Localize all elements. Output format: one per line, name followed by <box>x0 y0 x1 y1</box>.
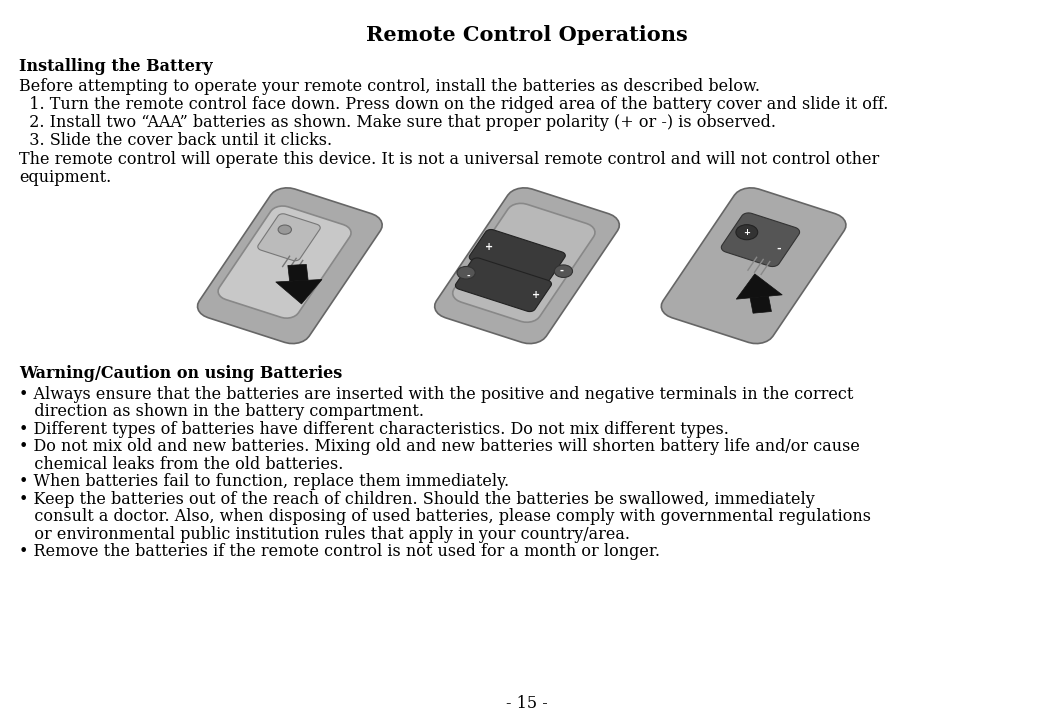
Text: equipment.: equipment. <box>19 169 112 186</box>
Text: • Remove the batteries if the remote control is not used for a month or longer.: • Remove the batteries if the remote con… <box>19 543 660 560</box>
Text: Remote Control Operations: Remote Control Operations <box>366 25 688 45</box>
Polygon shape <box>455 258 551 312</box>
Polygon shape <box>288 264 308 281</box>
Polygon shape <box>721 213 800 266</box>
Text: The remote control will operate this device. It is not a universal remote contro: The remote control will operate this dev… <box>19 151 879 167</box>
Polygon shape <box>197 188 383 344</box>
Text: Installing the Battery: Installing the Battery <box>19 58 213 75</box>
Text: • Keep the batteries out of the reach of children. Should the batteries be swall: • Keep the batteries out of the reach of… <box>19 491 815 507</box>
Text: 3. Slide the cover back until it clicks.: 3. Slide the cover back until it clicks. <box>19 132 332 149</box>
Text: consult a doctor. Also, when disposing of used batteries, please comply with gov: consult a doctor. Also, when disposing o… <box>19 508 871 525</box>
Text: - 15 -: - 15 - <box>506 695 548 712</box>
Text: or environmental public institution rules that apply in your country/area.: or environmental public institution rule… <box>19 526 630 542</box>
Text: +: + <box>532 290 541 301</box>
Text: chemical leaks from the old batteries.: chemical leaks from the old batteries. <box>19 456 344 472</box>
Text: +: + <box>743 228 750 237</box>
Polygon shape <box>434 188 620 344</box>
Polygon shape <box>218 206 351 318</box>
Text: • When batteries fail to function, replace them immediately.: • When batteries fail to function, repla… <box>19 473 509 490</box>
Circle shape <box>554 265 572 277</box>
Text: -: - <box>560 266 563 275</box>
Text: direction as shown in the battery compartment.: direction as shown in the battery compar… <box>19 403 424 420</box>
Polygon shape <box>258 214 320 261</box>
Text: +: + <box>485 242 493 252</box>
Polygon shape <box>469 229 565 283</box>
Polygon shape <box>750 296 772 313</box>
Text: -: - <box>467 272 470 281</box>
Text: 1. Turn the remote control face down. Press down on the ridged area of the batte: 1. Turn the remote control face down. Pr… <box>19 96 889 113</box>
Polygon shape <box>737 274 782 299</box>
Polygon shape <box>276 280 321 304</box>
Text: • Different types of batteries have different characteristics. Do not mix differ: • Different types of batteries have diff… <box>19 421 729 438</box>
Text: Warning/Caution on using Batteries: Warning/Caution on using Batteries <box>19 365 343 382</box>
Polygon shape <box>453 203 594 323</box>
Text: Before attempting to operate your remote control, install the batteries as descr: Before attempting to operate your remote… <box>19 78 760 95</box>
Circle shape <box>736 225 758 240</box>
Text: -: - <box>776 244 781 253</box>
Polygon shape <box>661 188 846 344</box>
Circle shape <box>457 266 475 279</box>
Circle shape <box>278 225 292 234</box>
Text: • Do not mix old and new batteries. Mixing old and new batteries will shorten ba: • Do not mix old and new batteries. Mixi… <box>19 438 860 455</box>
Text: • Always ensure that the batteries are inserted with the positive and negative t: • Always ensure that the batteries are i… <box>19 386 854 403</box>
Text: 2. Install two “AAA” batteries as shown. Make sure that proper polarity (+ or -): 2. Install two “AAA” batteries as shown.… <box>19 114 776 131</box>
